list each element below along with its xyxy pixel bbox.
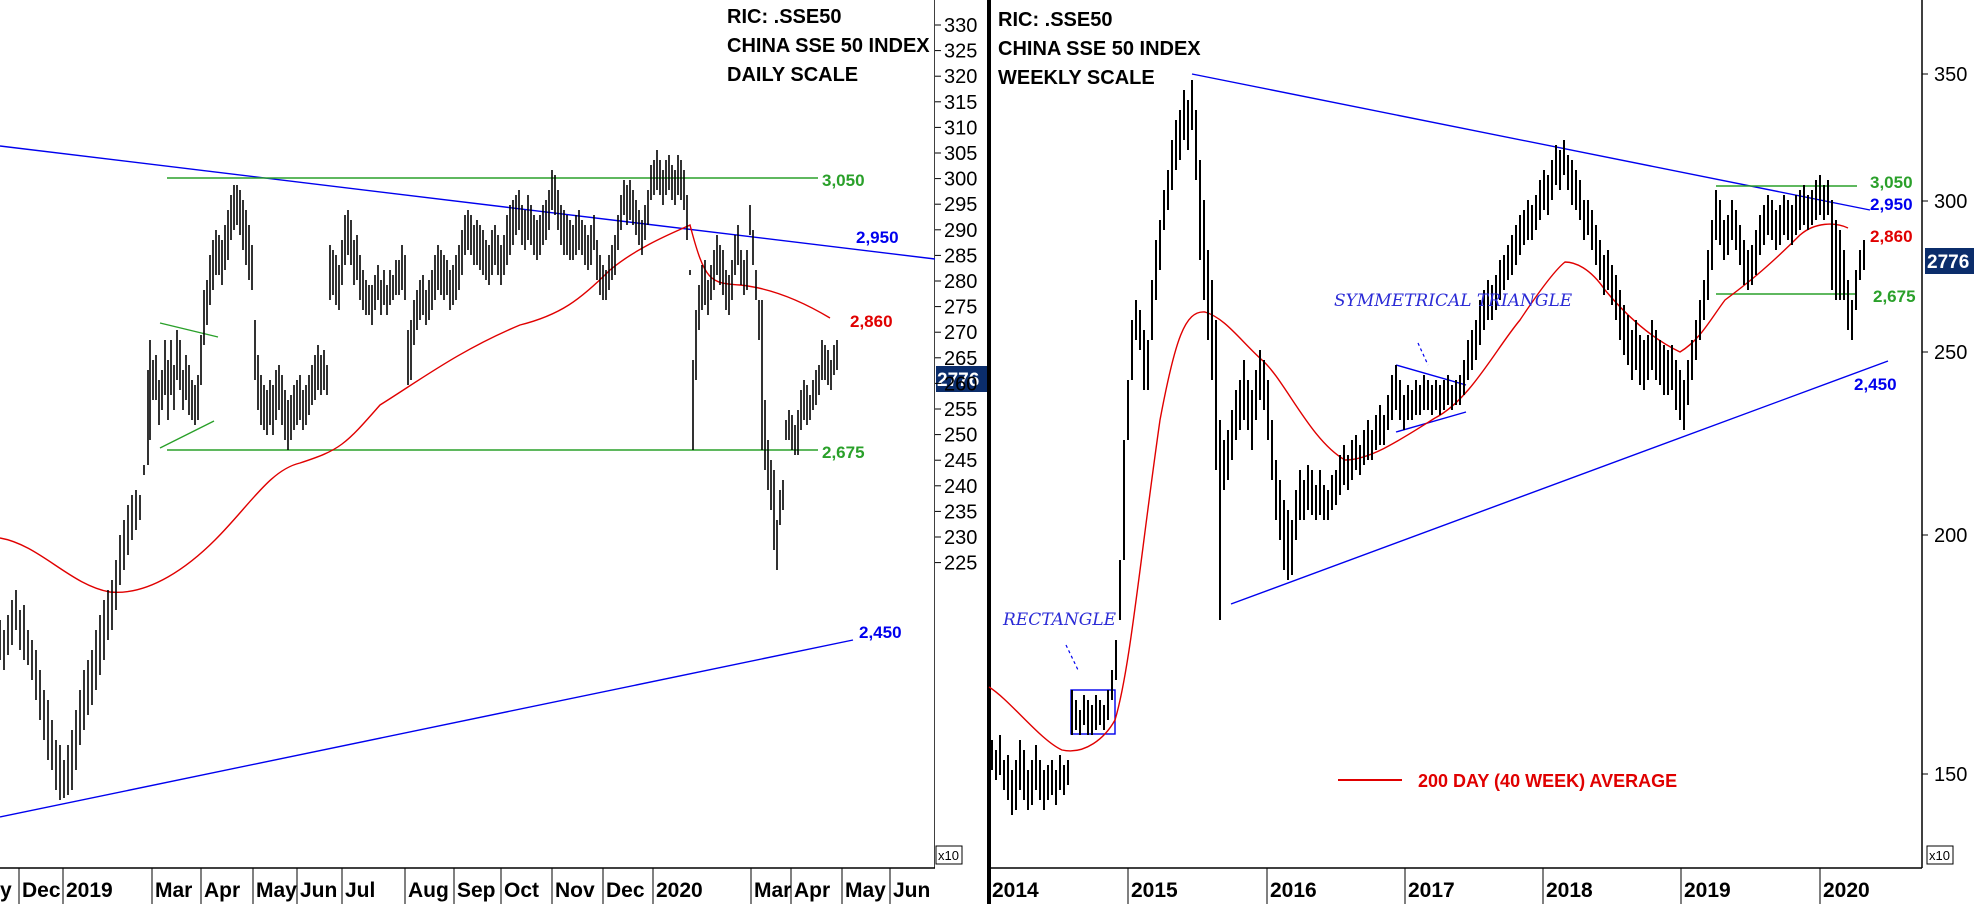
weekly-price-bars [991,80,1865,815]
daily-moving-average [0,223,831,593]
weekly-panel [988,0,1923,869]
weekly-moving-average [988,223,1849,752]
daily-triangle-upper [159,322,219,338]
weekly-triangle-upper [1395,364,1467,386]
daily-panel [0,0,991,904]
daily-triangle-lower [159,420,215,449]
weekly-triangle-lower [1395,411,1467,433]
daily-scale-gutter [935,0,989,868]
daily-price-bars [0,150,838,800]
weekly-upper-trendline [1191,73,1871,211]
daily-upper-trendline [0,145,936,260]
daily-lower-trendline [0,639,854,818]
weekly-lower-trendline [1230,360,1889,605]
